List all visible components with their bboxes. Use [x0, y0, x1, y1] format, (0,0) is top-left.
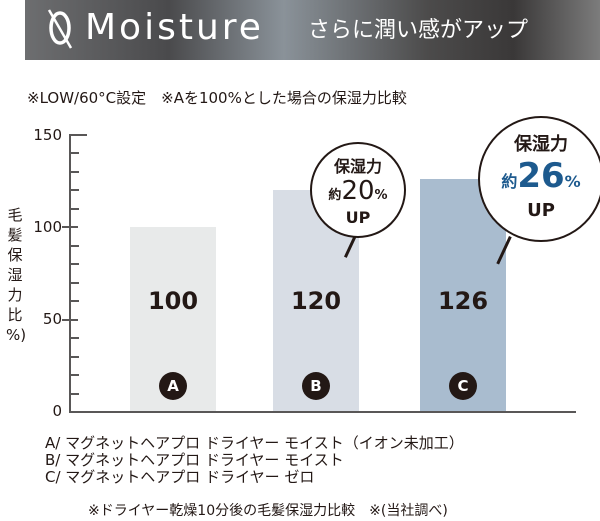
- y-axis-label-char: 保: [7, 246, 23, 264]
- callout-c-line3: UP: [527, 200, 555, 221]
- legend-item-a: A/ マグネットヘアプロ ドライヤー モイスト（イオン未加工）: [45, 434, 464, 452]
- callout-c-value-line: 約26%: [480, 158, 600, 200]
- bar-value-label: 126: [437, 287, 489, 316]
- bar-badge-b: B: [302, 371, 330, 400]
- y-tick: [69, 170, 79, 173]
- chart-legend: A/ マグネットヘアプロ ドライヤー モイスト（イオン未加工） B/ マグネット…: [45, 435, 464, 486]
- chart-footnote: ※ドライヤー乾燥10分後の毛髪保湿力比較 ※(当社調べ): [88, 503, 448, 519]
- y-tick: [69, 337, 79, 340]
- y-tick-label-0: 0: [52, 402, 62, 420]
- callout-c-bubble: 保湿力 約26% UP: [478, 116, 600, 242]
- callout-b-value: 20: [341, 176, 375, 206]
- y-tick: [69, 300, 79, 303]
- y-tick: [62, 226, 78, 229]
- bar-value-label: 120: [290, 287, 342, 316]
- callout-b-bubble: 保湿力 約20% UP: [310, 142, 406, 238]
- chart-note: ※LOW/60°C設定 ※Aを100%とした場合の保湿力比較: [27, 89, 407, 107]
- y-axis-label-char: 毛: [7, 206, 23, 224]
- legend-item-b: B/ マグネットヘアプロ ドライヤー モイスト: [45, 451, 344, 469]
- y-tick: [69, 207, 79, 210]
- x-axis-line: [69, 411, 576, 413]
- callout-c-line1: 保湿力: [514, 134, 568, 155]
- callout-c-unit: %: [564, 172, 581, 191]
- y-tick: [69, 134, 87, 136]
- y-tick: [69, 374, 79, 377]
- callout-c-prefix: 約: [501, 172, 518, 191]
- callout-b-value-line: 約20%: [312, 178, 404, 209]
- y-tick: [62, 318, 78, 321]
- y-tick: [69, 355, 79, 358]
- callout-c-value: 26: [517, 156, 565, 196]
- zero-slash-icon: [47, 9, 73, 49]
- callout-b-prefix: 約: [328, 188, 342, 203]
- callout-b-unit: %: [374, 188, 388, 203]
- y-axis-label-char: 髪: [7, 226, 23, 244]
- y-axis-line: [69, 135, 71, 413]
- y-tick: [69, 392, 79, 395]
- y-tick-label-100: 100: [33, 218, 62, 236]
- y-tick: [69, 152, 79, 155]
- y-tick: [69, 263, 79, 266]
- y-tick: [69, 281, 79, 284]
- y-tick-label-150: 150: [33, 126, 62, 144]
- bar-a: 100 A: [130, 227, 216, 412]
- y-axis-label: 毛 髪 保 湿 力 比 %): [6, 205, 27, 345]
- y-tick: [69, 244, 79, 247]
- callout-b-line1: 保湿力: [333, 157, 382, 176]
- y-axis-label-char: 比: [7, 306, 23, 324]
- y-axis-label-char: %): [6, 326, 27, 344]
- callout-b-line3: UP: [345, 208, 371, 227]
- y-axis-label-char: 力: [7, 286, 23, 304]
- y-tick: [69, 189, 79, 192]
- header-banner: Moisture さらに潤い感がアップ: [25, 0, 600, 60]
- y-axis-label-char: 湿: [7, 266, 23, 284]
- legend-item-c: C/ マグネットヘアプロ ドライヤー ゼロ: [45, 468, 315, 486]
- banner-title: Moisture: [85, 7, 264, 48]
- y-tick-label-50: 50: [42, 310, 62, 328]
- bar-value-label: 100: [147, 287, 199, 316]
- bar-badge-a: A: [159, 371, 187, 400]
- bar-badge-c: C: [449, 371, 477, 400]
- banner-subtitle: さらに潤い感がアップ: [308, 18, 529, 43]
